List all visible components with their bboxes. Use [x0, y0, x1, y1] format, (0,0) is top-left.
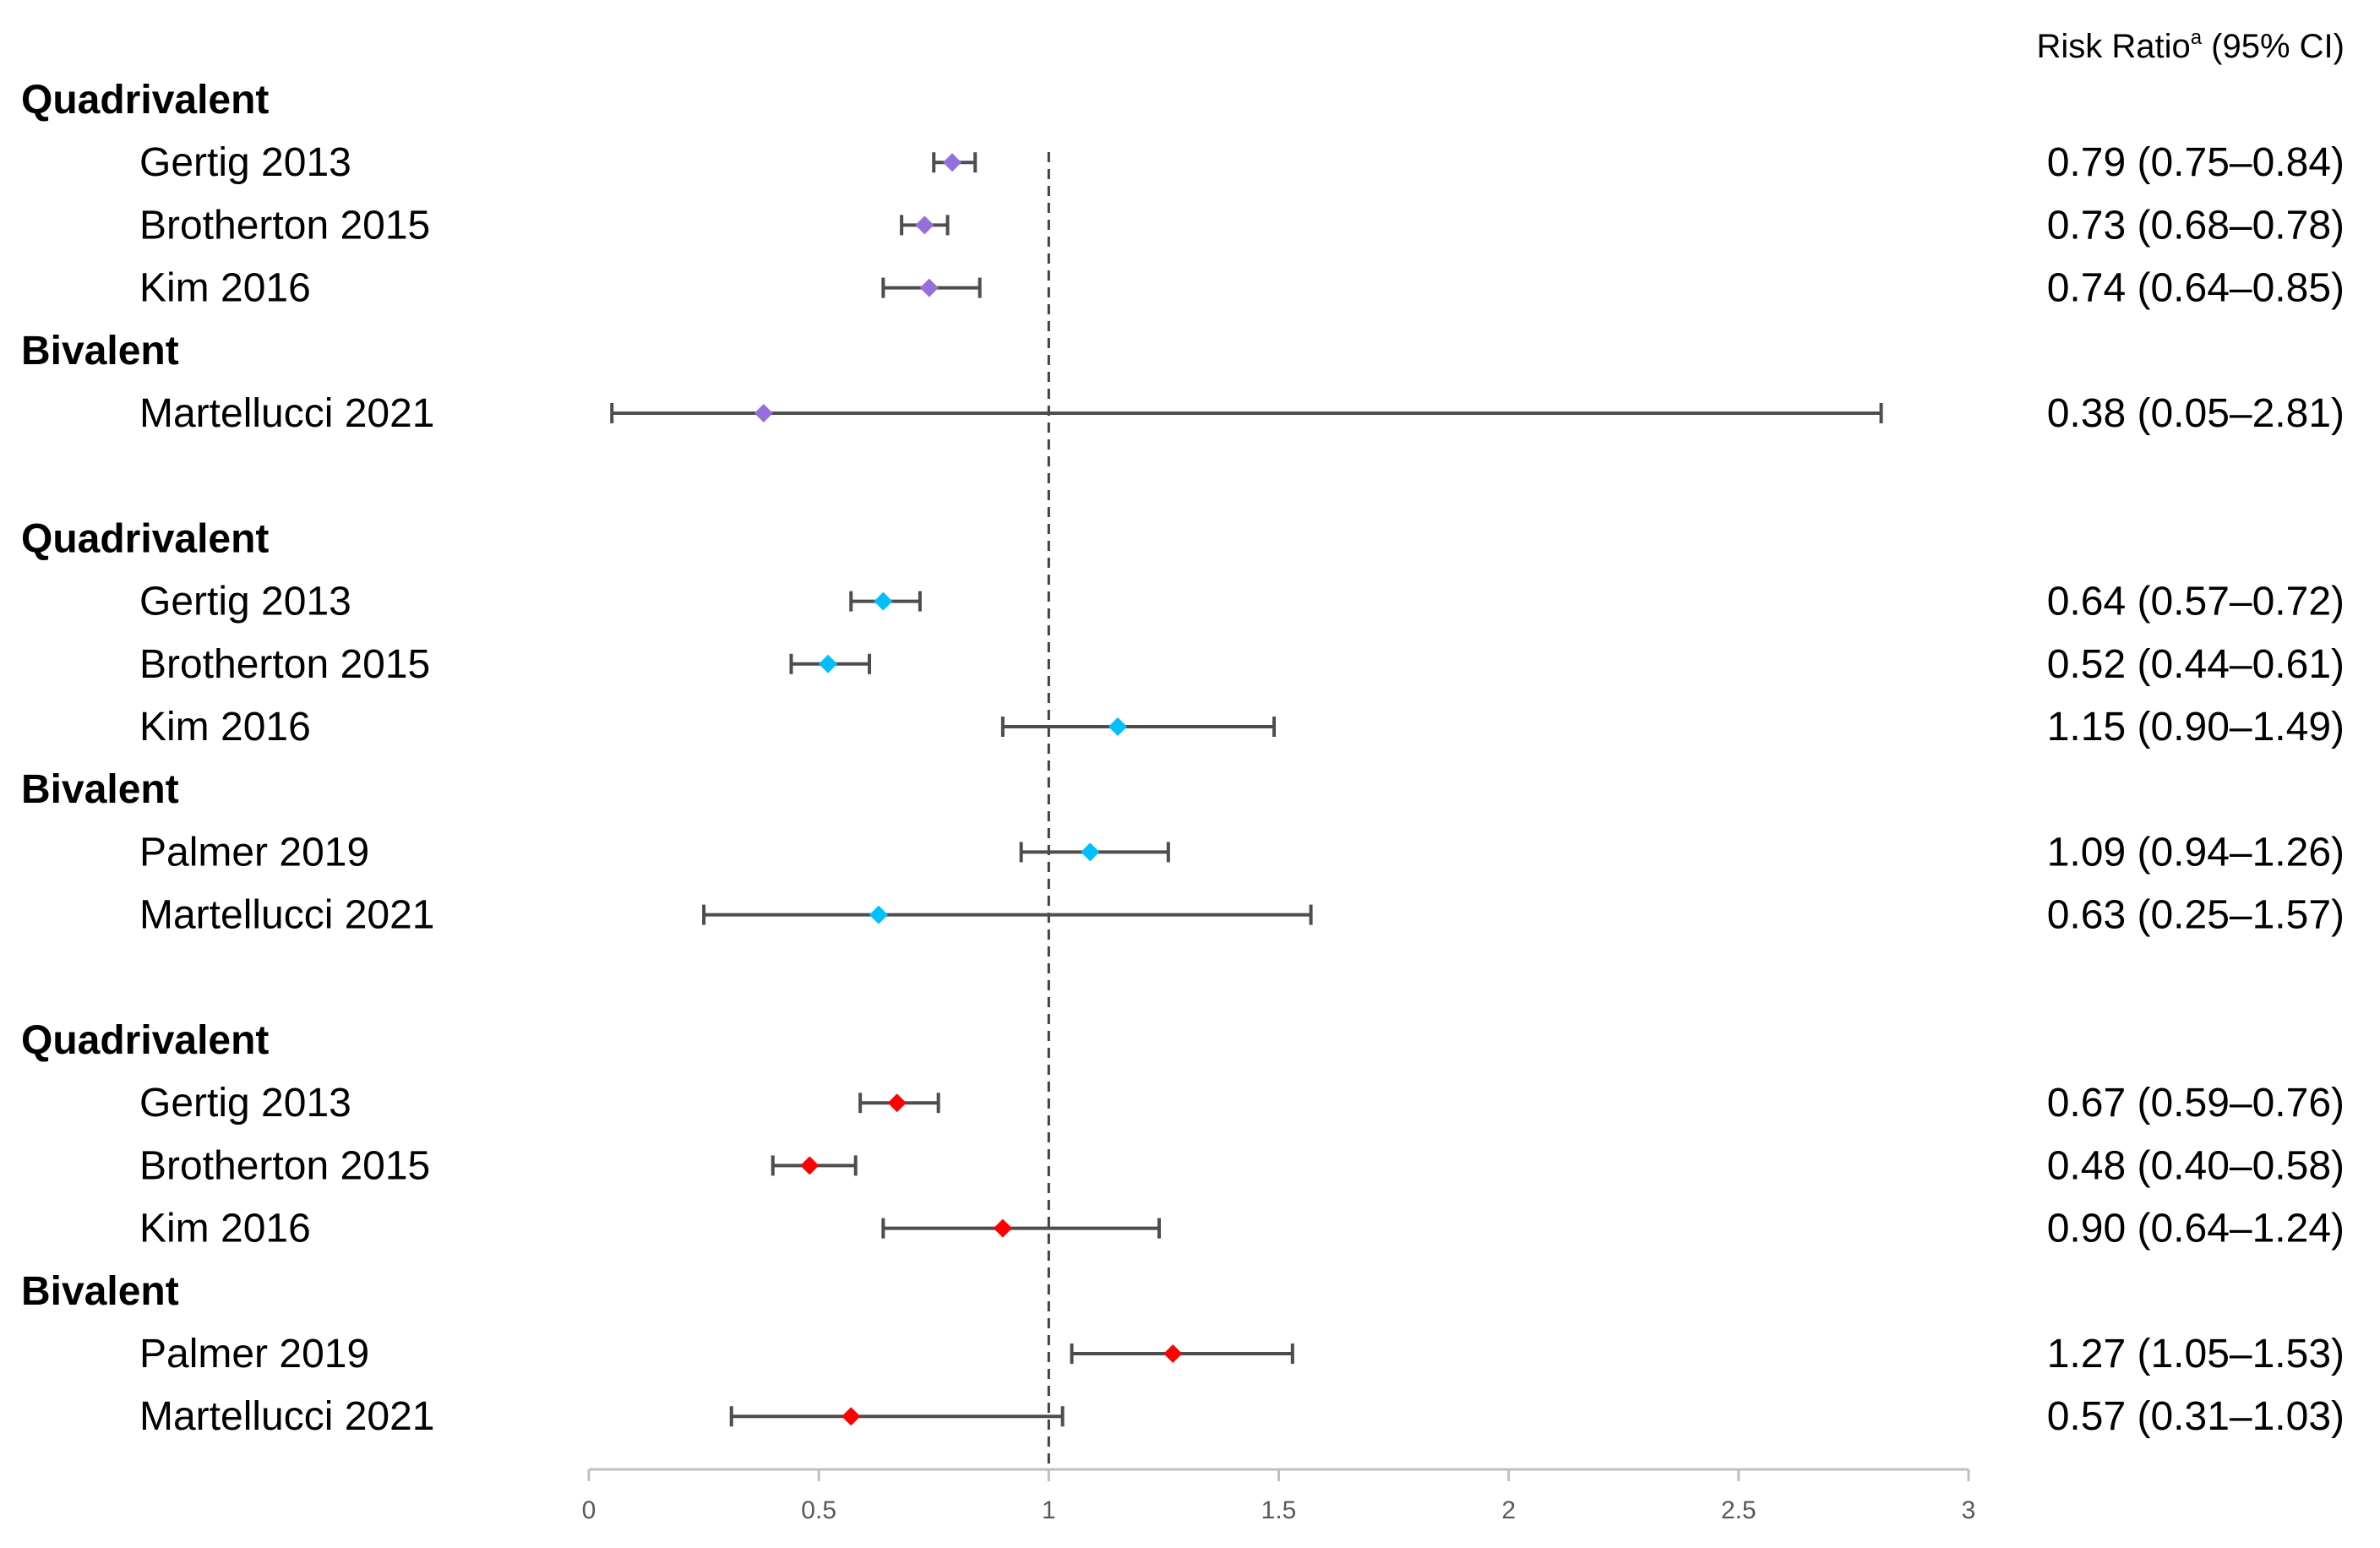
point-estimate-marker	[887, 1093, 907, 1113]
point-estimate-marker	[819, 654, 838, 673]
risk-ratio-header-ci: (95% CI)	[2202, 28, 2345, 65]
point-estimate-marker	[915, 215, 934, 235]
point-estimate-marker	[841, 1407, 861, 1426]
point-estimate-marker	[919, 278, 939, 297]
study-label: Kim 2016	[139, 1207, 311, 1251]
risk-ratio-value: 0.48 (0.40–0.58)	[2047, 1143, 2345, 1188]
point-estimate-marker	[1081, 842, 1100, 862]
risk-ratio-value: 0.64 (0.57–0.72)	[2047, 580, 2345, 624]
study-label: Kim 2016	[139, 705, 311, 749]
risk-ratio-value: 1.27 (1.05–1.53)	[2047, 1332, 2345, 1376]
study-label: Palmer 2019	[139, 830, 369, 875]
point-estimate-marker	[1108, 717, 1127, 736]
study-rows: Quadrivalent Gertig 2013 0.79 (0.75–0.84) B…	[21, 78, 2345, 1439]
study-label: Martellucci 2021	[139, 1394, 435, 1439]
risk-ratio-value: 0.38 (0.05–2.81)	[2047, 391, 2345, 436]
x-tick-label: 2.5	[1721, 1496, 1756, 1524]
study-row: Gertig 2013 0.67 (0.59–0.76)	[139, 1081, 2345, 1126]
risk-ratio-header: Risk Ratioa (95% CI)	[2036, 26, 2345, 65]
point-estimate-marker	[1163, 1344, 1183, 1363]
point-estimate-marker	[800, 1156, 820, 1175]
risk-ratio-value: 0.74 (0.64–0.85)	[2047, 266, 2345, 311]
study-label: Brotherton 2015	[139, 642, 430, 687]
study-label: Gertig 2013	[139, 140, 351, 185]
study-row: Kim 2016 0.74 (0.64–0.85)	[139, 266, 2345, 311]
group-label: Bivalent	[21, 329, 179, 373]
x-tick-label: 2	[1501, 1496, 1516, 1524]
point-estimate-marker	[943, 153, 962, 172]
x-tick-label: 1	[1042, 1496, 1056, 1524]
study-row: Brotherton 2015 0.73 (0.68–0.78)	[139, 203, 2345, 248]
risk-ratio-value: 0.57 (0.31–1.03)	[2047, 1394, 2345, 1439]
group-label: Bivalent	[21, 767, 179, 812]
study-label: Brotherton 2015	[139, 203, 430, 248]
point-estimate-marker	[754, 404, 773, 422]
study-label: Palmer 2019	[139, 1332, 369, 1376]
risk-ratio-value: 1.09 (0.94–1.26)	[2047, 830, 2345, 875]
risk-ratio-header-superscript: a	[2191, 26, 2203, 49]
study-row: Martellucci 2021 0.38 (0.05–2.81)	[139, 391, 2345, 436]
group-label: Quadrivalent	[21, 78, 269, 123]
x-tick-label: 3	[1962, 1496, 1976, 1524]
plot-area: 0 0.5 1 1.5 2 2.5 3 Quadrivalent Gertig 2013 0.7…	[21, 78, 2345, 1524]
study-row: Brotherton 2015 0.52 (0.44–0.61)	[139, 642, 2345, 687]
study-label: Gertig 2013	[139, 580, 351, 624]
risk-ratio-value: 0.67 (0.59–0.76)	[2047, 1081, 2345, 1126]
study-label: Martellucci 2021	[139, 893, 435, 938]
risk-ratio-header-label: Risk Ratio	[2036, 28, 2190, 65]
point-estimate-marker	[869, 905, 888, 924]
study-label: Martellucci 2021	[139, 391, 435, 436]
group-label: Quadrivalent	[21, 1018, 269, 1063]
point-estimate-marker	[993, 1218, 1012, 1238]
study-label: Gertig 2013	[139, 1081, 351, 1126]
study-row: Palmer 2019 1.27 (1.05–1.53)	[139, 1332, 2345, 1376]
risk-ratio-value: 0.52 (0.44–0.61)	[2047, 642, 2345, 687]
x-axis-ticks: 0 0.5 1 1.5 2 2.5 3	[582, 1469, 1976, 1524]
risk-ratio-value: 0.79 (0.75–0.84)	[2047, 140, 2345, 185]
study-label: Kim 2016	[139, 266, 311, 311]
study-row: Gertig 2013 0.79 (0.75–0.84)	[139, 140, 2345, 185]
x-tick-label: 0	[582, 1496, 596, 1524]
study-row: Kim 2016 1.15 (0.90–1.49)	[139, 705, 2345, 749]
point-estimate-marker	[874, 591, 893, 611]
study-row: Gertig 2013 0.64 (0.57–0.72)	[139, 580, 2345, 624]
x-tick-label: 1.5	[1261, 1496, 1297, 1524]
study-row: Palmer 2019 1.09 (0.94–1.26)	[139, 830, 2345, 875]
group-label: Bivalent	[21, 1269, 179, 1314]
x-tick-label: 0.5	[801, 1496, 836, 1524]
group-label: Quadrivalent	[21, 516, 269, 561]
study-row: Martellucci 2021 0.63 (0.25–1.57)	[139, 893, 2345, 938]
risk-ratio-value: 0.90 (0.64–1.24)	[2047, 1207, 2345, 1251]
study-label: Brotherton 2015	[139, 1143, 430, 1188]
risk-ratio-value: 0.63 (0.25–1.57)	[2047, 893, 2345, 938]
study-row: Brotherton 2015 0.48 (0.40–0.58)	[139, 1143, 2345, 1188]
study-row: Martellucci 2021 0.57 (0.31–1.03)	[139, 1394, 2345, 1439]
study-row: Kim 2016 0.90 (0.64–1.24)	[139, 1207, 2345, 1251]
risk-ratio-value: 1.15 (0.90–1.49)	[2047, 705, 2345, 749]
risk-ratio-value: 0.73 (0.68–0.78)	[2047, 203, 2345, 248]
